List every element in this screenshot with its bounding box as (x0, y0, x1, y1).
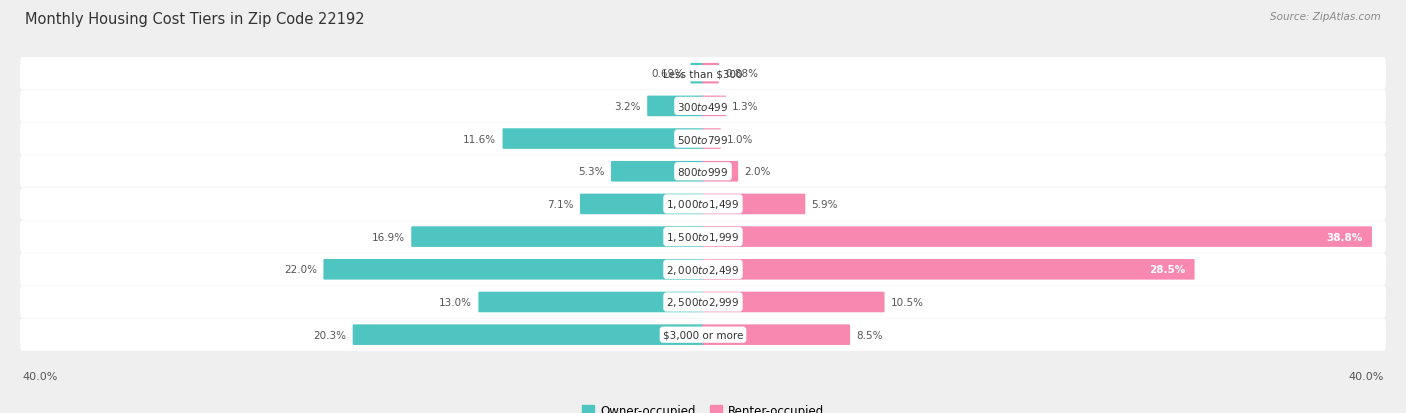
Legend: Owner-occupied, Renter-occupied: Owner-occupied, Renter-occupied (578, 399, 828, 413)
FancyBboxPatch shape (703, 227, 1372, 247)
FancyBboxPatch shape (20, 123, 1386, 155)
Text: 0.69%: 0.69% (651, 69, 685, 79)
Text: 38.8%: 38.8% (1326, 232, 1362, 242)
FancyBboxPatch shape (703, 194, 806, 215)
FancyBboxPatch shape (647, 96, 703, 117)
FancyBboxPatch shape (703, 96, 725, 117)
FancyBboxPatch shape (20, 286, 1386, 318)
FancyBboxPatch shape (20, 319, 1386, 351)
Text: 1.0%: 1.0% (727, 134, 754, 144)
FancyBboxPatch shape (703, 325, 851, 345)
Text: 22.0%: 22.0% (284, 265, 318, 275)
Text: $2,000 to $2,499: $2,000 to $2,499 (666, 263, 740, 276)
FancyBboxPatch shape (20, 156, 1386, 188)
FancyBboxPatch shape (703, 64, 718, 84)
Text: 10.5%: 10.5% (891, 297, 924, 307)
FancyBboxPatch shape (323, 259, 703, 280)
Text: Source: ZipAtlas.com: Source: ZipAtlas.com (1270, 12, 1381, 22)
FancyBboxPatch shape (581, 194, 703, 215)
Text: 0.88%: 0.88% (725, 69, 758, 79)
FancyBboxPatch shape (20, 254, 1386, 286)
Text: 2.0%: 2.0% (744, 167, 770, 177)
FancyBboxPatch shape (20, 58, 1386, 90)
Text: 13.0%: 13.0% (439, 297, 472, 307)
FancyBboxPatch shape (411, 227, 703, 247)
Text: 28.5%: 28.5% (1149, 265, 1185, 275)
Text: $500 to $799: $500 to $799 (678, 133, 728, 145)
Text: 8.5%: 8.5% (856, 330, 883, 340)
FancyBboxPatch shape (612, 161, 703, 182)
Text: 7.1%: 7.1% (547, 199, 574, 209)
Text: $1,000 to $1,499: $1,000 to $1,499 (666, 198, 740, 211)
Text: Monthly Housing Cost Tiers in Zip Code 22192: Monthly Housing Cost Tiers in Zip Code 2… (25, 12, 366, 27)
FancyBboxPatch shape (20, 188, 1386, 221)
Text: 5.9%: 5.9% (811, 199, 838, 209)
Text: 3.2%: 3.2% (614, 102, 641, 112)
Text: $1,500 to $1,999: $1,500 to $1,999 (666, 230, 740, 244)
Text: 5.3%: 5.3% (578, 167, 605, 177)
Text: $300 to $499: $300 to $499 (678, 101, 728, 113)
Text: 40.0%: 40.0% (22, 371, 58, 381)
Text: 11.6%: 11.6% (463, 134, 496, 144)
FancyBboxPatch shape (20, 221, 1386, 253)
FancyBboxPatch shape (20, 90, 1386, 123)
FancyBboxPatch shape (703, 129, 721, 150)
FancyBboxPatch shape (703, 259, 1195, 280)
Text: $800 to $999: $800 to $999 (678, 166, 728, 178)
Text: $2,500 to $2,999: $2,500 to $2,999 (666, 296, 740, 309)
FancyBboxPatch shape (353, 325, 703, 345)
Text: 16.9%: 16.9% (373, 232, 405, 242)
FancyBboxPatch shape (502, 129, 703, 150)
Text: 20.3%: 20.3% (314, 330, 346, 340)
FancyBboxPatch shape (690, 64, 703, 84)
FancyBboxPatch shape (703, 292, 884, 313)
Text: 1.3%: 1.3% (733, 102, 759, 112)
Text: 40.0%: 40.0% (1348, 371, 1384, 381)
FancyBboxPatch shape (703, 161, 738, 182)
Text: Less than $300: Less than $300 (664, 69, 742, 79)
Text: $3,000 or more: $3,000 or more (662, 330, 744, 340)
FancyBboxPatch shape (478, 292, 703, 313)
